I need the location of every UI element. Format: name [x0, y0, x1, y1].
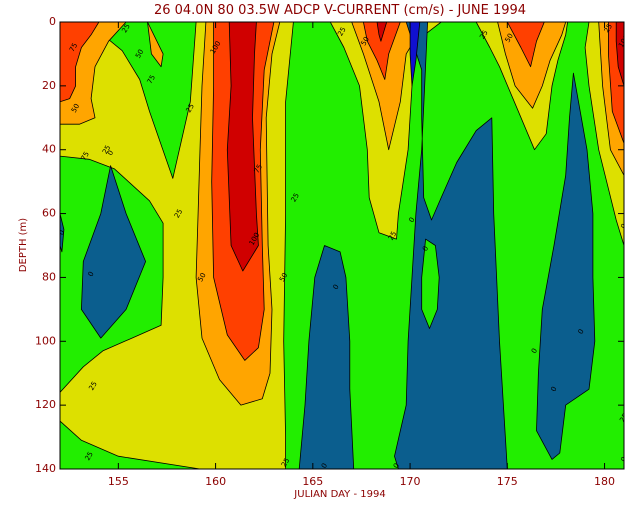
contour-label-27: 0 — [421, 245, 430, 253]
contour-regions — [60, 22, 624, 469]
y-tick-label-120: 120 — [35, 398, 56, 411]
contour-region-75-100-11 — [60, 22, 100, 103]
contour-label-20: 25 — [280, 457, 291, 469]
contour-label-30: 50 — [504, 32, 515, 44]
x-axis-ticks: 155 160 165 170 175 180 — [108, 22, 615, 488]
contour-label-11: 0 — [87, 270, 96, 278]
contour-region-75-100-14 — [506, 22, 545, 68]
x-tick-label-160: 160 — [205, 475, 226, 488]
contour-label-19: 25 — [290, 192, 301, 204]
x-tick-label-165: 165 — [302, 475, 323, 488]
contour-region-75-100-13 — [362, 22, 401, 80]
contour-label-2: 50 — [134, 48, 145, 60]
contour-label-14: 25 — [84, 450, 95, 462]
contour-label-37: 25 — [618, 412, 629, 424]
contour-label-38: 0 — [619, 455, 628, 463]
contour-label-3: 25 — [120, 23, 131, 35]
contour-label-0: 75 — [68, 42, 79, 54]
contour-label-13: 25 — [87, 380, 98, 392]
contour-label-10: 50 — [196, 272, 207, 284]
contour-label-36: 0 — [619, 222, 628, 230]
contour-region-strong-negative-25 — [409, 22, 421, 87]
y-tick-label-20: 20 — [42, 79, 56, 92]
contour-label-24: 25 — [336, 26, 347, 38]
contour-label-35: 100 — [617, 33, 631, 49]
y-tick-label-80: 80 — [42, 270, 56, 283]
contour-label-18: 50 — [278, 272, 289, 284]
contour-label-21: 0 — [320, 462, 329, 470]
contour-region-above-100-17 — [376, 22, 388, 42]
contour-region-below-0-19 — [81, 165, 147, 339]
contour-label-8: 0 — [106, 149, 115, 157]
contour-region-50-75-9 — [497, 22, 567, 109]
contour-label-32: 0 — [577, 328, 586, 336]
contour-region-above-100-18 — [615, 22, 624, 87]
contour-label-31: 0 — [530, 347, 539, 355]
chart-title: 26 04.0N 80 03.5W ADCP V-CURRENT (cm/s) … — [154, 3, 526, 18]
contour-label-12: 0 — [57, 229, 66, 237]
contour-label-4: 75 — [146, 74, 157, 86]
x-tick-label-180: 180 — [594, 475, 615, 488]
y-tick-label-60: 60 — [42, 207, 56, 220]
contour-label-26: 0 — [407, 216, 416, 224]
y-axis-label: DEPTH (m) — [18, 218, 29, 272]
contour-region-below-0-20 — [60, 213, 65, 253]
plot-frame — [59, 21, 625, 470]
contour-label-28: 0 — [392, 462, 401, 470]
contour-label-33: 0 — [549, 385, 558, 393]
contour-label-29: 25 — [478, 29, 489, 41]
contour-label-1: 50 — [70, 102, 81, 114]
x-tick-label-155: 155 — [108, 475, 129, 488]
contour-region-below-0-24 — [536, 72, 596, 460]
x-axis-label: JULIAN DAY - 1994 — [293, 489, 385, 500]
x-tick-label-175: 175 — [497, 475, 518, 488]
y-tick-label-100: 100 — [35, 334, 56, 347]
contour-region-50-75-6 — [147, 22, 164, 68]
contour-label-22: 0 — [332, 283, 341, 291]
contour-label-16: 75 — [253, 163, 264, 175]
y-tick-label-40: 40 — [42, 143, 56, 156]
contour-label-34: 25 — [603, 23, 614, 35]
contour-label-6: 25 — [101, 144, 112, 156]
y-axis-ticks: 0 20 40 60 80 100 120 140 — [35, 15, 624, 475]
y-tick-label-0: 0 — [49, 15, 56, 28]
contour-region-0-25-23 — [421, 238, 440, 329]
contour-label-7: 75 — [80, 150, 91, 162]
contour-label-5: 25 — [185, 102, 196, 114]
contour-region-above-100-16 — [226, 22, 259, 272]
contour-region-below-0-21 — [298, 245, 355, 469]
contour-label-9: 25 — [173, 208, 184, 220]
y-tick-label-140: 140 — [35, 462, 56, 475]
contour-region-below-0-22 — [394, 22, 508, 469]
contour-label-25: 25 — [387, 230, 398, 242]
contour-label-23: 50 — [360, 35, 371, 47]
x-tick-label-170: 170 — [400, 475, 421, 488]
